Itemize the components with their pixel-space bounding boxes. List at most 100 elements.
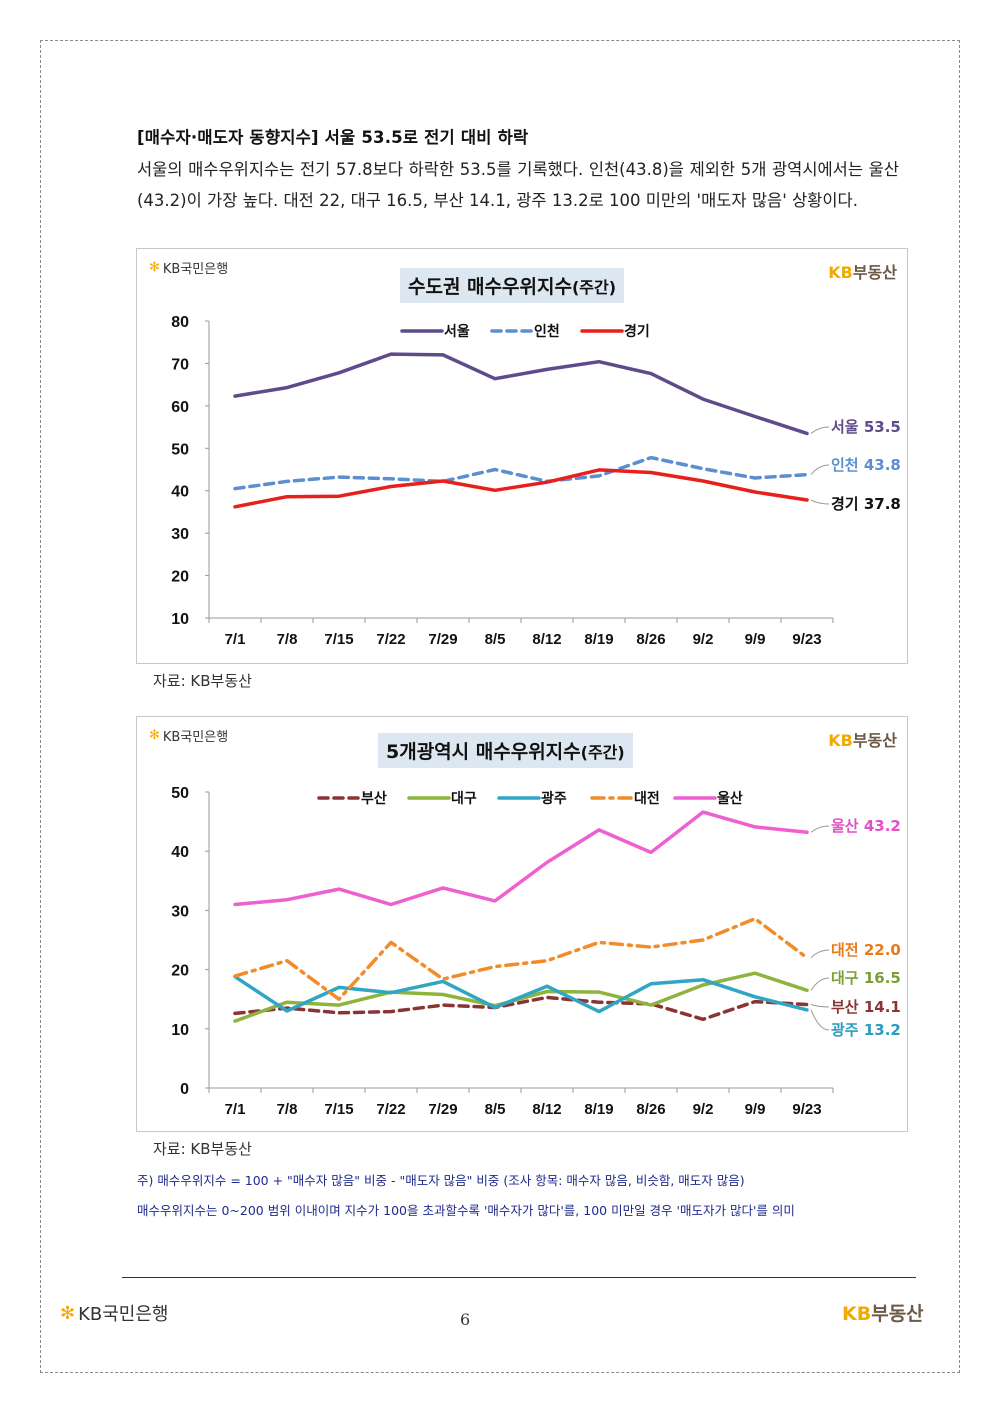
data-point-광주: [545, 984, 549, 988]
data-point-인천: [337, 475, 341, 479]
data-point-서울: [441, 353, 445, 357]
data-point-인천: [597, 474, 601, 478]
x-tick-label: 7/8: [277, 1101, 298, 1118]
chart-svg: 0 10 20 30 40 50 7/1 7/8 7/15 7/22 7/29 8/5 8/12 8/19…: [171, 785, 901, 1118]
section-heading: [매수자·매도자 동향지수] 서울 53.5로 전기 대비 하락: [137, 128, 529, 147]
data-point-대전: [441, 977, 445, 981]
y-tick-label: 20: [171, 963, 189, 980]
data-point-경기: [285, 495, 289, 499]
data-point-울산: [441, 886, 445, 890]
brand-logo-kb: KB: [828, 263, 853, 282]
series-line-경기: [233, 468, 809, 509]
chart-title: 5개광역시 매수우위지수(주간): [378, 733, 633, 768]
end-label-대구: 대구 16.5: [831, 969, 901, 987]
x-tick-label: 7/22: [376, 631, 405, 648]
x-tick-label: 8/19: [584, 631, 613, 648]
kb-star-icon: ✻: [149, 728, 160, 743]
bank-logo: ✻ KB국민은행: [149, 726, 228, 745]
brand-logo: KB부동산: [828, 727, 897, 751]
y-tick-label: 30: [171, 903, 189, 920]
x-tick-label: 8/5: [485, 631, 506, 648]
legend-label: 대구: [451, 791, 477, 807]
data-point-대전: [753, 917, 757, 921]
x-tick-label: 9/2: [693, 1101, 714, 1118]
data-point-서울: [649, 372, 653, 376]
data-point-울산: [285, 898, 289, 902]
capital-area-chart: ✻ KB국민은행 KB부동산 수도권 매수우위지수(주간) 10 20 30 40 50…: [136, 248, 908, 664]
data-point-대구: [233, 1019, 237, 1023]
end-label-인천: 인천 43.8: [831, 456, 901, 474]
data-point-부산: [545, 995, 549, 999]
x-tick-label: 7/1: [225, 631, 246, 648]
legend-label: 광주: [541, 790, 567, 807]
footer-bank-logo: ✻ KB국민은행: [60, 1300, 169, 1326]
data-point-대전: [701, 938, 705, 942]
data-point-서울: [285, 386, 289, 390]
end-label-leader: [810, 1009, 830, 1031]
brand-logo-text: 부동산: [871, 1303, 924, 1325]
data-point-경기: [545, 480, 549, 484]
series-line-울산: [233, 810, 809, 907]
data-point-울산: [805, 830, 809, 834]
data-point-대구: [649, 1003, 653, 1007]
data-point-인천: [493, 468, 497, 472]
chart-title-suffix: (주간): [580, 743, 625, 762]
data-point-대구: [441, 992, 445, 996]
legend-label: 부산: [361, 790, 387, 807]
data-point-경기: [805, 498, 809, 502]
y-tick-label: 20: [171, 569, 189, 586]
data-point-대구: [701, 983, 705, 987]
data-point-경기: [753, 490, 757, 494]
data-point-광주: [285, 1009, 289, 1013]
data-point-대구: [753, 971, 757, 975]
brand-logo: KB부동산: [828, 259, 897, 283]
y-tick-label: 30: [171, 526, 189, 543]
end-label-leader: [810, 949, 830, 959]
end-label-울산: 울산 43.2: [831, 817, 901, 835]
end-label-대전: 대전 22.0: [831, 941, 901, 959]
data-point-부산: [233, 1011, 237, 1015]
data-point-부산: [805, 1003, 809, 1007]
data-point-부산: [753, 1000, 757, 1004]
data-point-대전: [545, 959, 549, 963]
data-point-울산: [493, 899, 497, 903]
end-label-leader: [810, 499, 830, 505]
data-point-경기: [441, 479, 445, 483]
legend-label: 경기: [624, 323, 650, 340]
end-label-leader: [810, 426, 830, 434]
x-tick-label: 7/22: [376, 1101, 405, 1118]
chart-title-text: 5개광역시 매수우위지수: [386, 741, 581, 763]
data-point-대구: [805, 988, 809, 992]
data-point-광주: [493, 1005, 497, 1009]
chart-title-suffix: (주간): [571, 278, 617, 297]
data-point-서울: [233, 394, 237, 398]
data-point-대구: [545, 990, 549, 994]
data-point-경기: [649, 470, 653, 474]
data-point-대전: [805, 956, 809, 960]
data-point-대전: [597, 940, 601, 944]
data-point-경기: [493, 488, 497, 492]
data-point-대전: [389, 940, 393, 944]
x-tick-label: 9/23: [792, 631, 821, 648]
x-tick-label: 8/19: [584, 1101, 613, 1118]
x-tick-label: 7/1: [225, 1101, 246, 1118]
end-label-부산: 부산 14.1: [831, 998, 901, 1016]
data-point-경기: [597, 468, 601, 472]
data-point-대전: [337, 997, 341, 1001]
data-point-울산: [389, 902, 393, 906]
x-tick-label: 8/26: [636, 1101, 665, 1118]
y-tick-label: 60: [171, 399, 189, 416]
end-label-서울: 서울 53.5: [831, 418, 901, 436]
bank-logo: ✻ KB국민은행: [149, 258, 228, 277]
data-point-울산: [753, 825, 757, 829]
series-line-대전: [233, 916, 809, 1001]
y-tick-label: 10: [171, 611, 189, 628]
data-point-대구: [337, 1003, 341, 1007]
chart-source: 자료: KB부동산: [153, 1140, 252, 1158]
kb-star-icon: ✻: [149, 260, 160, 275]
brand-logo-text: 부동산: [852, 263, 897, 282]
data-point-인천: [753, 476, 757, 480]
end-label-광주: 광주 13.2: [831, 1021, 901, 1039]
footer-divider: [122, 1277, 916, 1278]
metro-cities-chart: ✻ KB국민은행 KB부동산 5개광역시 매수우위지수(주간) 0 10 20 30 4…: [136, 716, 908, 1132]
